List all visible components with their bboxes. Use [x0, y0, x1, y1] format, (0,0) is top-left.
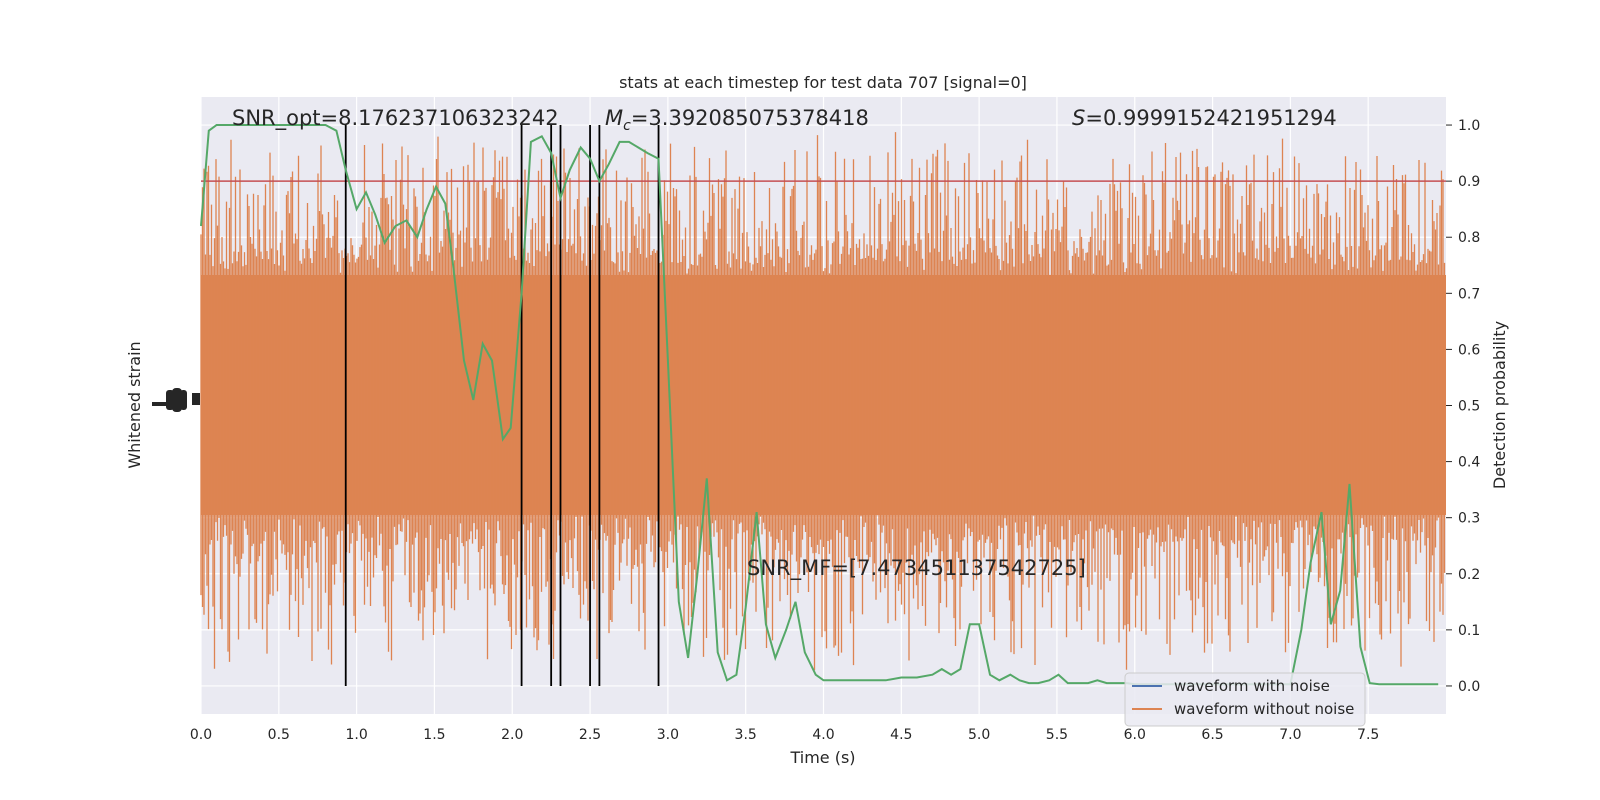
x-tick-label: 6.0 [1124, 727, 1146, 743]
y-tick-label: 0.5 [1458, 399, 1480, 415]
s-value: =0.9999152421951294 [1085, 106, 1336, 130]
s-symbol: S [1072, 106, 1085, 130]
mc-subscript: c [623, 118, 631, 134]
y-ticks-right: 0.0 0.1 0.2 0.3 0.4 0.5 0.6 0.7 0.8 0.9 1.0 [1446, 118, 1480, 695]
x-tick-label: 6.5 [1201, 727, 1223, 743]
x-tick-label: 0.5 [268, 727, 290, 743]
x-tick-label: 4.0 [812, 727, 834, 743]
x-ticks: 0.0 0.5 1.0 1.5 2.0 2.5 3.0 3.5 4.0 4.5 5.0 5.5 6.0 6… [190, 727, 1379, 743]
event-lines [344, 125, 660, 686]
s-annotation: S=0.9999152421951294 [1072, 106, 1337, 130]
x-tick-label: 7.0 [1279, 727, 1301, 743]
y-tick-label: 0.3 [1458, 511, 1480, 527]
legend-box [1124, 672, 1366, 727]
x-tick-label: 1.0 [345, 727, 367, 743]
mc-value: =3.392085075378418 [631, 106, 869, 130]
y-tick-label: 0.8 [1458, 230, 1480, 246]
x-tick-label: 1.5 [423, 727, 445, 743]
chart-title: stats at each timestep for test data 707… [619, 73, 1027, 92]
y-tick-label: 0.2 [1458, 567, 1480, 583]
x-tick-label: 5.5 [1046, 727, 1068, 743]
mc-symbol: M [605, 106, 623, 130]
legend-label-with-noise: waveform with noise [1174, 677, 1330, 695]
x-tick-label: 3.0 [657, 727, 679, 743]
y-tick-label: 0.7 [1458, 286, 1480, 302]
legend-label-without-noise: waveform without noise [1174, 700, 1354, 718]
legend: waveform with noise waveform without noi… [1124, 672, 1366, 727]
y-tick-label: 0.6 [1458, 342, 1480, 358]
y-axis-label-right: Detection probability [1490, 321, 1509, 489]
y-tick-label: 0.4 [1458, 455, 1480, 471]
y-axis-label-left: Whitened strain [125, 341, 144, 468]
x-tick-label: 2.0 [501, 727, 523, 743]
x-tick-label: 7.5 [1357, 727, 1379, 743]
x-tick-label: 2.5 [579, 727, 601, 743]
snr-mf-annotation: SNR_MF=[7.473451137542725] [747, 556, 1086, 581]
x-tick-label: 4.5 [890, 727, 912, 743]
strain-band [200, 132, 1446, 671]
x-tick-label: 0.0 [190, 727, 212, 743]
x-axis-label: Time (s) [789, 748, 855, 767]
mc-annotation: Mc=3.392085075378418 [605, 106, 869, 134]
y-tick-label: 0.1 [1458, 623, 1480, 639]
y-tick-label: 0.9 [1458, 174, 1480, 190]
x-tick-label: 5.0 [968, 727, 990, 743]
y-tick-label: 0.0 [1458, 679, 1480, 695]
snr-opt-annotation: SNR_opt=8.176237106323242 [232, 106, 559, 131]
y-tick-label: 1.0 [1458, 118, 1480, 134]
left-tick-glyphs [152, 388, 200, 412]
x-tick-label: 3.5 [735, 727, 757, 743]
